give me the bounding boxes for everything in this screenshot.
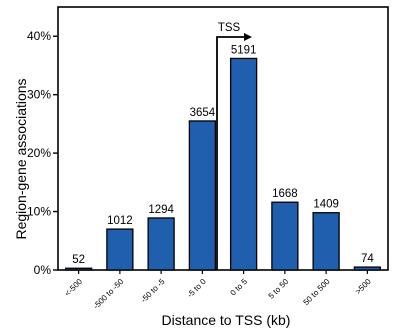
bar-count-label: 1668 <box>272 188 298 200</box>
y-tick-label: 40% <box>27 29 51 43</box>
bar-count-label: 1409 <box>313 199 339 211</box>
bar <box>353 266 382 271</box>
x-axis-label: Distance to TSS (kb) <box>162 312 291 328</box>
x-tick-label: -500 to -50 <box>92 277 126 311</box>
x-tick-label: >500 <box>354 277 373 296</box>
bar-count-label: 52 <box>72 254 85 266</box>
tss-annotation: TSS <box>218 22 241 34</box>
x-tick-label: <-500 <box>63 277 84 298</box>
bar <box>147 217 175 271</box>
bar <box>64 267 93 271</box>
x-tick-label: -5 to 0 <box>185 277 208 300</box>
tss-arrow-icon <box>244 33 252 41</box>
x-tick-label: 50 to 500 <box>302 277 332 307</box>
bar-count-label: 1012 <box>107 215 133 227</box>
y-tick-label: 20% <box>27 146 51 160</box>
bar <box>271 201 299 271</box>
tss-marker-line <box>216 36 245 270</box>
x-tick-label: 5 to 50 <box>267 277 291 301</box>
y-tick-label: 0% <box>34 263 52 277</box>
bar-count-label: 3654 <box>190 107 216 119</box>
y-tick-label: 30% <box>27 88 51 102</box>
y-tick-label: 10% <box>27 205 51 219</box>
x-tick-label: -50 to -5 <box>139 277 167 305</box>
bar-count-label: 1294 <box>148 204 174 216</box>
bar <box>229 57 258 271</box>
bar-count-label: 74 <box>361 253 374 265</box>
bar <box>106 228 134 271</box>
bar <box>312 212 340 271</box>
x-tick-label: 0 to 5 <box>229 277 250 298</box>
plot-frame <box>57 6 389 271</box>
bar-count-label: 5191 <box>231 44 257 56</box>
y-axis-label: Region-gene associations <box>13 78 29 239</box>
bar <box>188 120 217 271</box>
